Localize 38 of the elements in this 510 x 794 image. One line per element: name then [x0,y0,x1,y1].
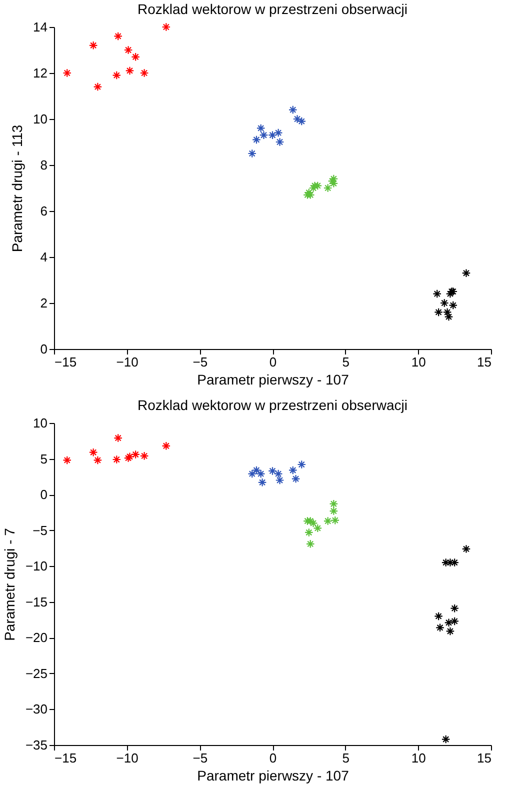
x-tick-label: 5 [342,750,350,766]
y-tick-label: 0 [40,342,48,356]
y-axis-title: Parametr drugi - 7 [1,528,18,641]
x-tick-label: −10 [116,354,138,370]
y-tick-label: 2 [40,296,48,310]
y-tick-label: 12 [33,66,48,80]
x-tick-label: 15 [477,354,492,370]
y-tick-label: 0 [40,487,48,502]
y-tick-label: −35 [25,738,48,752]
y-tick-label: −30 [25,702,48,717]
chart-title: Rozklad wektorow w przestrzeni obserwacji [138,0,408,17]
y-tick-label: −15 [25,594,48,610]
x-tick-label: 10 [411,354,426,370]
x-tick-label: −15 [54,354,77,370]
y-tick-label: 10 [33,416,48,430]
chart-title: Rozklad wektorow w przestrzeni obserwacji [138,397,408,413]
x-axis-title: Parametr pierwszy - 107 [197,768,350,784]
y-tick-label: −25 [25,666,48,681]
x-tick-label: 10 [411,750,426,766]
x-tick-label: −10 [116,750,138,766]
y-tick-label: 14 [33,20,48,34]
x-tick-label: 0 [269,354,277,370]
y-tick-label: 5 [40,451,48,466]
y-tick-label: −5 [32,522,48,538]
x-tick-label: 5 [342,354,350,370]
y-tick-label: 10 [33,112,48,126]
y-tick-label: 6 [40,204,48,218]
x-axis-title: Parametr pierwszy - 107 [197,372,350,388]
x-tick-label: 15 [477,750,492,766]
x-tick-label: −5 [192,750,208,766]
y-tick-label: −10 [25,558,48,574]
x-tick-label: 0 [269,750,277,766]
x-tick-label: −15 [54,750,77,766]
y-axis-title: Parametr drugi - 113 [9,124,26,252]
y-tick-label: 4 [40,250,48,264]
x-tick-label: −5 [192,354,208,370]
y-tick-label: −20 [25,630,48,646]
y-tick-label: 8 [40,158,48,172]
